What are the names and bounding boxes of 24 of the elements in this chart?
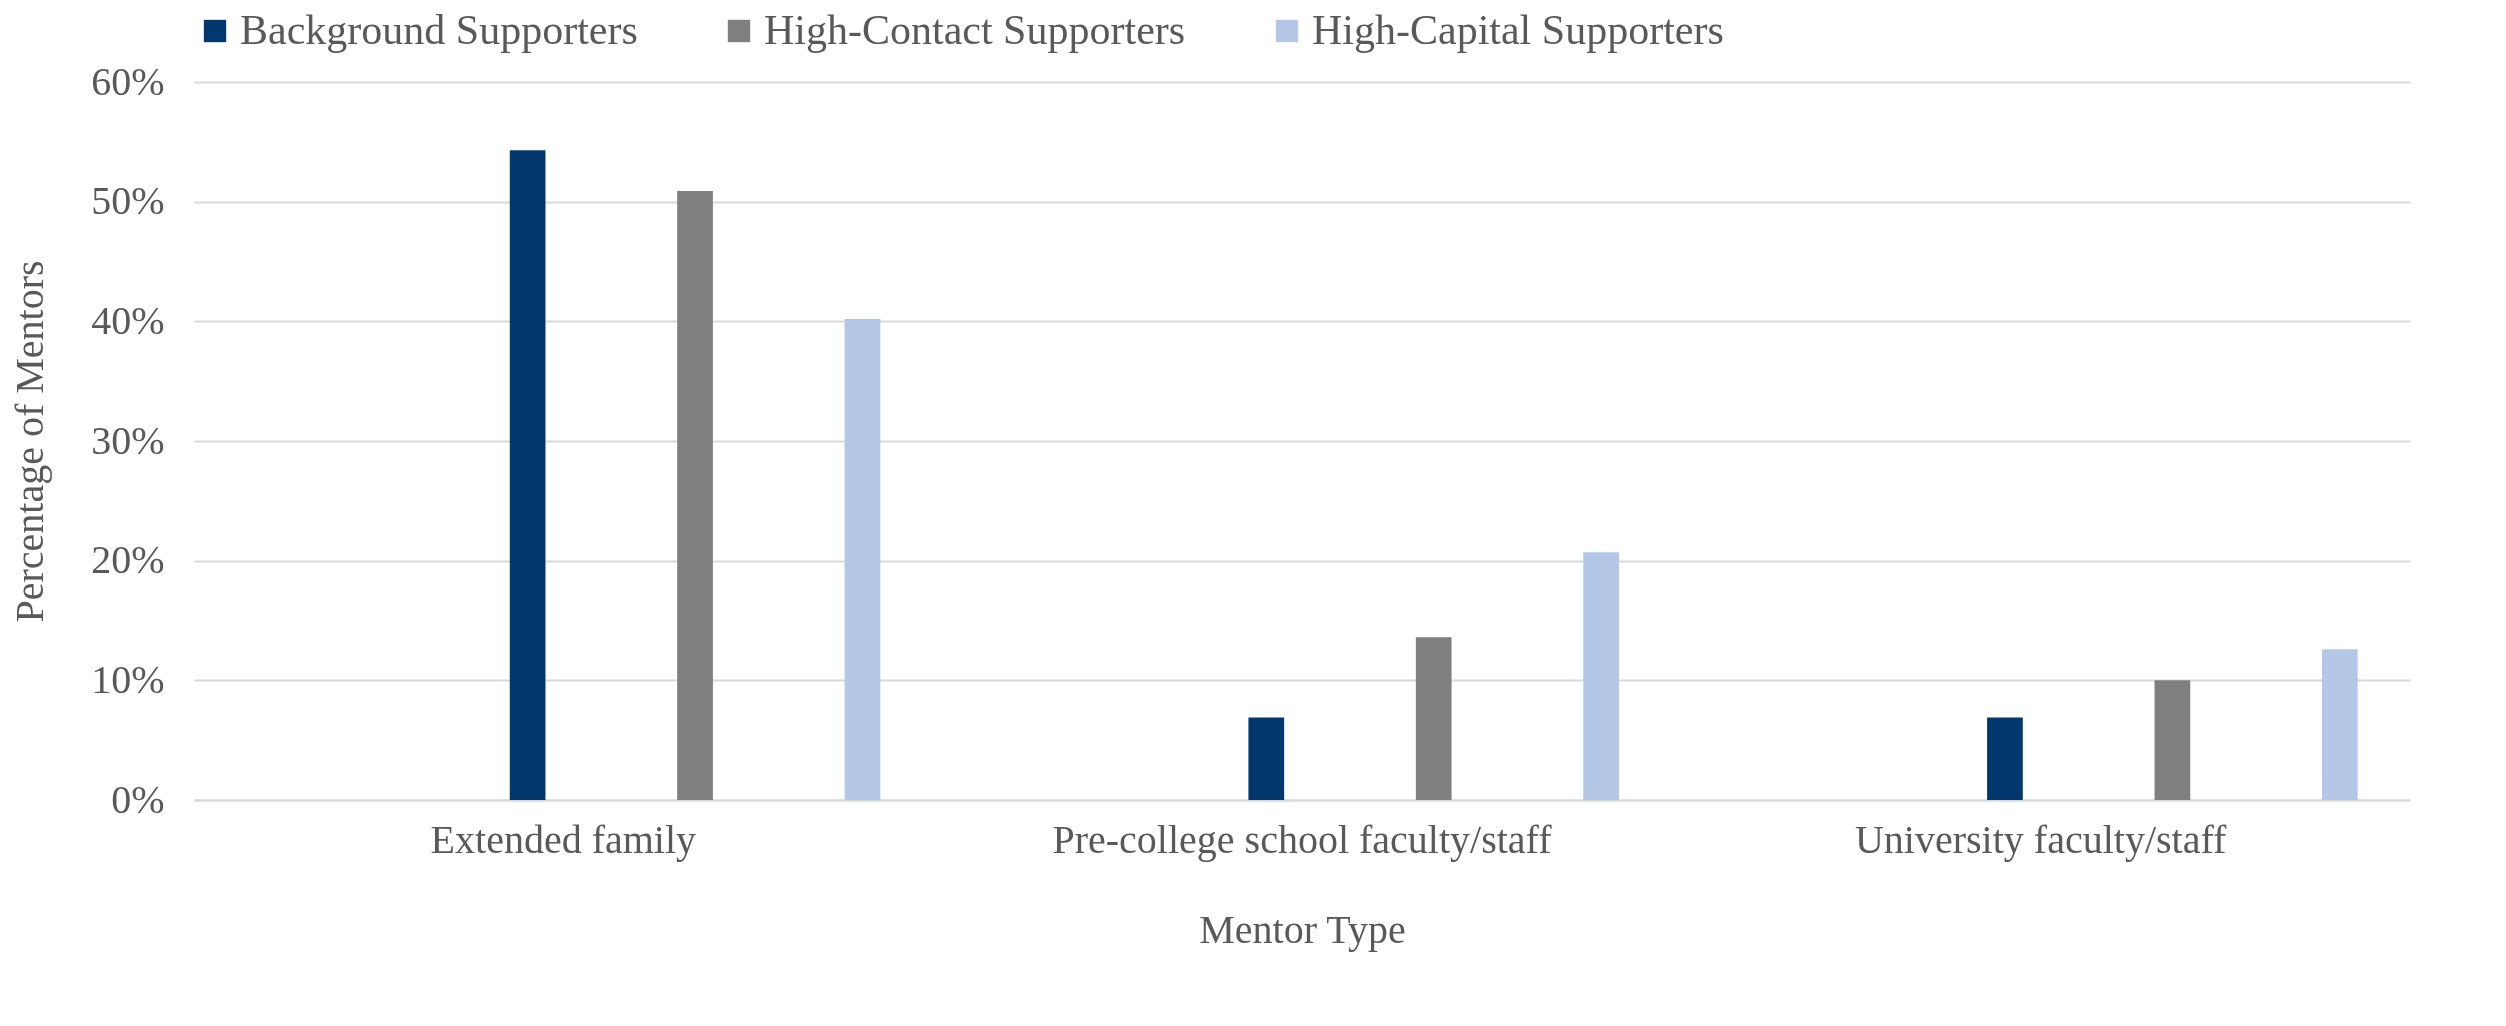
bar — [1583, 552, 1619, 800]
y-tick-label: 0% — [111, 776, 165, 822]
bar — [844, 318, 881, 800]
bar — [1987, 717, 2023, 800]
y-tick-label: 20% — [91, 537, 165, 583]
y-axis-title: Percentage of Mentors — [7, 260, 53, 623]
y-tick-label: 60% — [91, 58, 165, 104]
x-tick-label: Extended family — [430, 816, 697, 862]
x-tick-label: University faculty/staff — [1854, 816, 2228, 862]
legend-label: Background Supporters — [240, 7, 638, 53]
bar — [677, 190, 713, 800]
legend-label: High-Contact Supporters — [764, 7, 1186, 53]
y-tick-label: 40% — [91, 297, 165, 343]
x-axis-title: Mentor Type — [1199, 906, 1406, 952]
legend-label: High-Capital Supporters — [1312, 7, 1724, 53]
x-tick-label: Pre-college school faculty/staff — [1052, 816, 1553, 862]
bar — [1248, 717, 1285, 800]
bar — [1415, 637, 1452, 800]
y-tick-label: 30% — [91, 417, 165, 463]
y-tick-label: 10% — [91, 656, 165, 702]
bar — [2154, 680, 2191, 800]
bar — [2321, 649, 2358, 800]
y-tick-label: 50% — [91, 178, 165, 224]
bar — [509, 150, 546, 800]
